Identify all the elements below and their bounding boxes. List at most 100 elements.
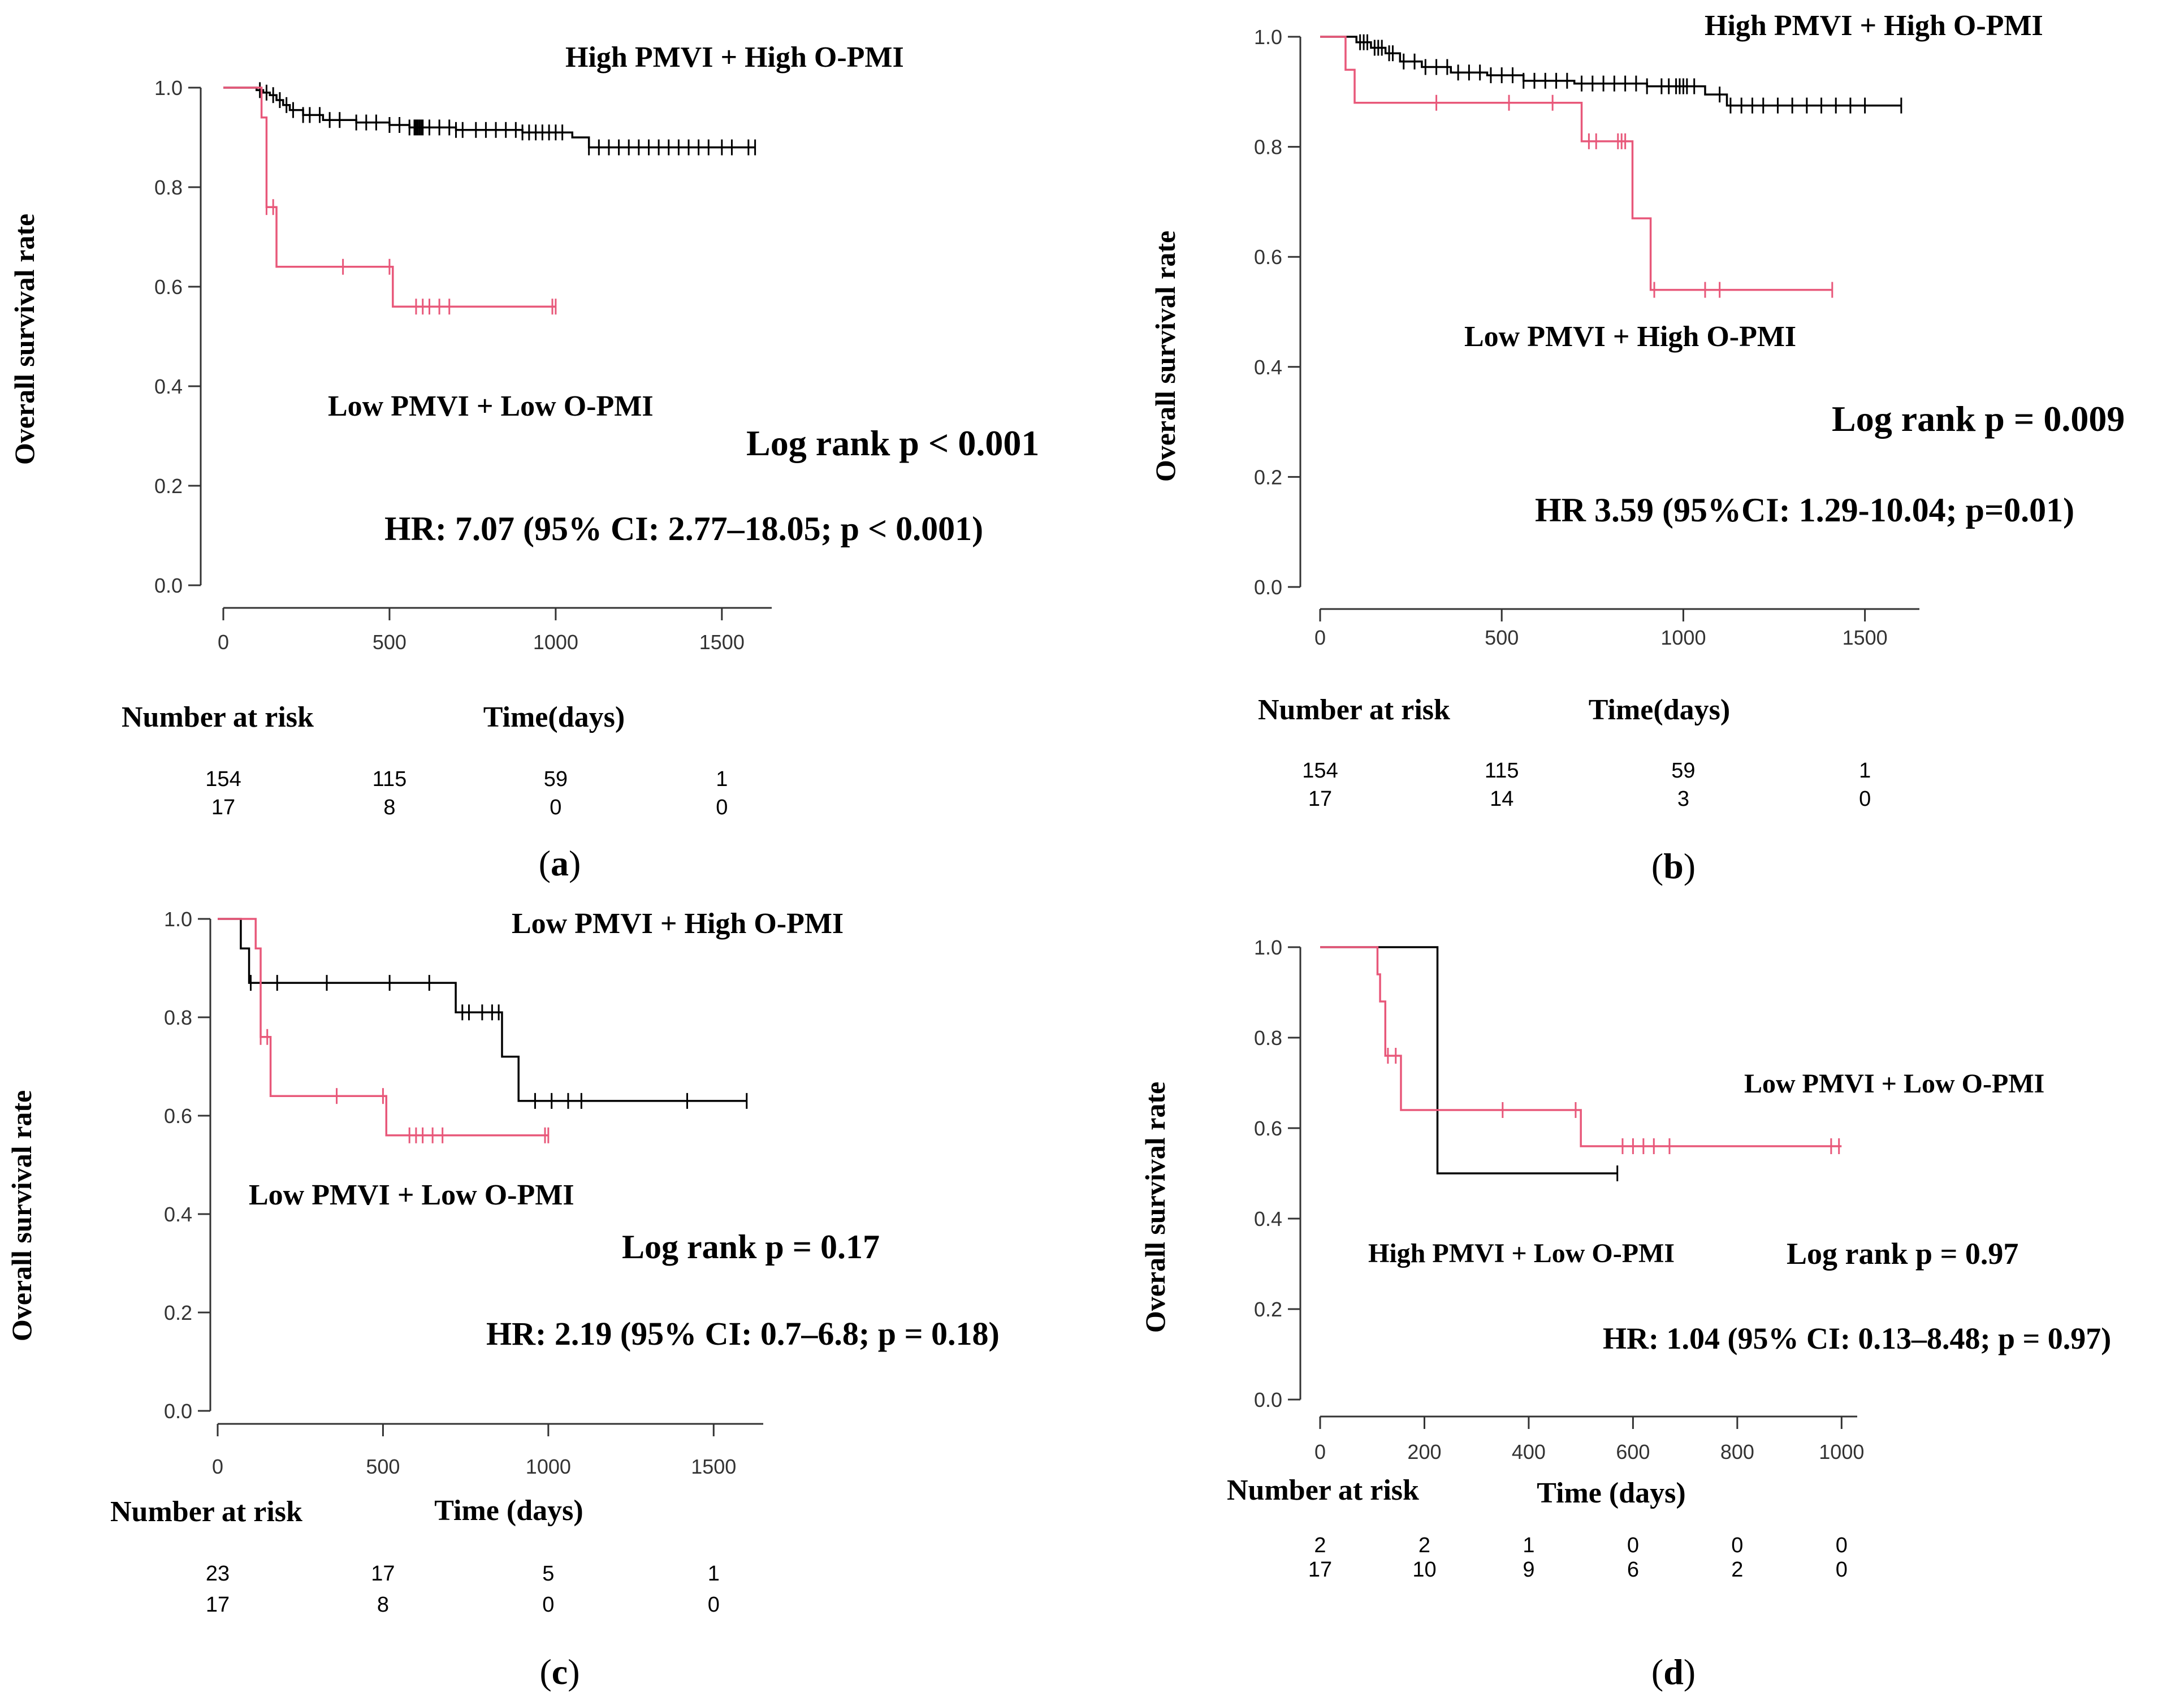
- panel-label-d-letter: d: [1663, 1652, 1684, 1692]
- x-tick-label-d-5: 1000: [1819, 1440, 1864, 1463]
- y-tick-label-a-4: 0.8: [154, 176, 183, 199]
- risk-value-b-r1-c2: 3: [1677, 787, 1689, 811]
- y-axis-title-a: Overall survival rate: [8, 214, 40, 465]
- risk-value-c-r0-c2: 5: [542, 1562, 554, 1586]
- risk-value-d-r0-c1: 2: [1418, 1534, 1430, 1557]
- km-plot-b: 0 500 1000 1500 0.0 0.2 0.4 0.6 0.8 1.0 Overall su…: [1149, 25, 1919, 811]
- y-tick-label-a-0: 0.0: [154, 574, 183, 597]
- y-axis-title-c: Overall survival rate: [6, 1090, 37, 1341]
- risk-value-b-r0-c1: 115: [1485, 759, 1519, 783]
- panel-label-a-open: (: [539, 843, 551, 883]
- x-tick-label-c-2: 1000: [526, 1455, 571, 1478]
- risk-value-d-r0-c4: 0: [1731, 1534, 1743, 1557]
- risk-value-a-r0-c0: 154: [205, 767, 241, 791]
- hazard-ratio-c: HR: 2.19 (95% CI: 0.7–6.8; p = 0.18): [486, 1315, 1000, 1352]
- panel-label-c: (c): [539, 1652, 579, 1692]
- x-tick-label-a-1: 500: [373, 631, 406, 654]
- hazard-ratio-b: HR 3.59 (95%CI: 1.29-10.04; p=0.01): [1535, 491, 2074, 529]
- risk-value-d-r1-c5: 0: [1836, 1558, 1848, 1582]
- x-axis-title-b: Time(days): [1589, 694, 1730, 726]
- survival-curve-d-s1: [1320, 946, 1842, 1147]
- panel-a: 0 500 1000 1500 0.0 0.2 0.4 0.6 0.8 1.0 Overall su…: [8, 41, 1039, 883]
- risk-table-title-b: Number at risk: [1258, 694, 1450, 726]
- hazard-ratio-a: HR: 7.07 (95% CI: 2.77–18.05; p < 0.001): [384, 510, 983, 547]
- panel-d: 0 200 400 600 800 10000.00.20.40.60.81.0Overa…: [1139, 936, 2111, 1692]
- panel-label-c-open: (: [539, 1652, 551, 1692]
- km-plot-a: 0 500 1000 1500 0.0 0.2 0.4 0.6 0.8 1.0 Overall su…: [8, 76, 772, 819]
- y-tick-label-b-4: 0.8: [1254, 136, 1282, 159]
- legend-label-c-black: Low PMVI + High O-PMI: [512, 908, 844, 940]
- y-tick-label-a-3: 0.6: [154, 275, 183, 299]
- y-tick-label-c-2: 0.4: [164, 1203, 192, 1226]
- x-tick-label-c-0: 0: [212, 1455, 223, 1478]
- panel-label-a: (a): [539, 843, 581, 883]
- y-axis-title-d: Overall survival rate: [1139, 1082, 1171, 1333]
- y-tick-label-d-3: 0.6: [1254, 1117, 1282, 1140]
- risk-value-c-r0-c1: 17: [371, 1562, 395, 1586]
- panel-b: 0 500 1000 1500 0.0 0.2 0.4 0.6 0.8 1.0 Overall su…: [1149, 10, 2125, 886]
- panel-label-d-close: ): [1684, 1652, 1696, 1692]
- y-tick-label-c-0: 0.0: [164, 1400, 192, 1423]
- panel-label-c-close: ): [568, 1652, 579, 1692]
- x-tick-label-d-0: 0: [1314, 1440, 1326, 1463]
- risk-value-c-r1-c3: 0: [708, 1593, 720, 1617]
- legend-label-a-black: High PMVI + High O-PMI: [565, 41, 904, 74]
- risk-value-a-r0-c3: 1: [716, 767, 728, 791]
- y-tick-label-d-5: 1.0: [1254, 936, 1282, 959]
- hazard-ratio-d: HR: 1.04 (95% CI: 0.13–8.48; p = 0.97): [1603, 1322, 2111, 1355]
- panel-label-b: (b): [1651, 846, 1696, 886]
- panel-label-d: (d): [1651, 1652, 1696, 1692]
- risk-value-d-r0-c0: 2: [1314, 1534, 1326, 1557]
- y-tick-label-d-1: 0.2: [1254, 1298, 1282, 1321]
- risk-value-d-r1-c3: 6: [1627, 1558, 1639, 1582]
- risk-value-a-r0-c2: 59: [544, 767, 568, 791]
- risk-value-b-r1-c0: 17: [1308, 787, 1332, 811]
- legend-label-a-red: Low PMVI + Low O-PMI: [328, 390, 654, 422]
- panel-label-d-open: (: [1651, 1652, 1663, 1692]
- log-rank-a: Log rank p < 0.001: [746, 423, 1039, 463]
- legend-label-b-red: Low PMVI + High O-PMI: [1464, 321, 1796, 353]
- x-tick-label-c-1: 500: [366, 1455, 400, 1478]
- risk-value-b-r0-c0: 154: [1302, 759, 1338, 783]
- risk-value-d-r1-c2: 9: [1523, 1558, 1534, 1582]
- y-tick-label-d-4: 0.8: [1254, 1026, 1282, 1050]
- x-tick-label-d-2: 400: [1512, 1440, 1546, 1463]
- panel-label-b-close: ): [1684, 846, 1696, 886]
- y-tick-label-a-5: 1.0: [154, 76, 183, 100]
- legend-label-d-black: High PMVI + Low O-PMI: [1368, 1238, 1675, 1268]
- y-tick-label-d-2: 0.4: [1254, 1207, 1282, 1230]
- y-tick-label-c-5: 1.0: [164, 908, 192, 931]
- y-tick-label-b-3: 0.6: [1254, 245, 1282, 269]
- y-axis-title-b: Overall survival rate: [1149, 231, 1181, 482]
- risk-value-a-r1-c3: 0: [716, 796, 728, 819]
- risk-value-c-r1-c1: 8: [377, 1593, 389, 1617]
- y-tick-label-a-1: 0.2: [154, 474, 183, 498]
- x-axis-title-d: Time (days): [1537, 1477, 1685, 1509]
- x-tick-label-a-3: 1500: [699, 631, 745, 654]
- x-axis-title-c: Time (days): [434, 1495, 583, 1527]
- risk-value-d-r0-c2: 1: [1523, 1534, 1534, 1557]
- x-tick-label-c-3: 1500: [691, 1455, 736, 1478]
- x-tick-label-a-2: 1000: [533, 631, 578, 654]
- risk-value-d-r0-c5: 0: [1836, 1534, 1848, 1557]
- panel-label-b-open: (: [1651, 846, 1663, 886]
- y-tick-label-b-0: 0.0: [1254, 576, 1282, 599]
- y-tick-label-b-1: 0.2: [1254, 465, 1282, 489]
- risk-value-b-r1-c1: 14: [1490, 787, 1513, 811]
- risk-table-title-d: Number at risk: [1227, 1474, 1419, 1506]
- log-rank-d: Log rank p = 0.97: [1787, 1237, 2018, 1271]
- log-rank-b: Log rank p = 0.009: [1832, 399, 2125, 439]
- risk-value-c-r1-c0: 17: [206, 1593, 230, 1617]
- survival-curve-c-s0: [218, 918, 747, 1102]
- legend-label-d-red: Low PMVI + Low O-PMI: [1744, 1069, 2044, 1099]
- risk-value-a-r1-c1: 8: [383, 796, 395, 819]
- x-tick-label-d-4: 800: [1720, 1440, 1754, 1463]
- x-tick-label-a-0: 0: [218, 631, 229, 654]
- risk-table-title-a: Number at risk: [122, 701, 314, 733]
- x-tick-label-b-2: 1000: [1660, 626, 1706, 649]
- survival-curve-d-s0: [1320, 946, 1618, 1174]
- x-tick-label-b-0: 0: [1314, 626, 1326, 649]
